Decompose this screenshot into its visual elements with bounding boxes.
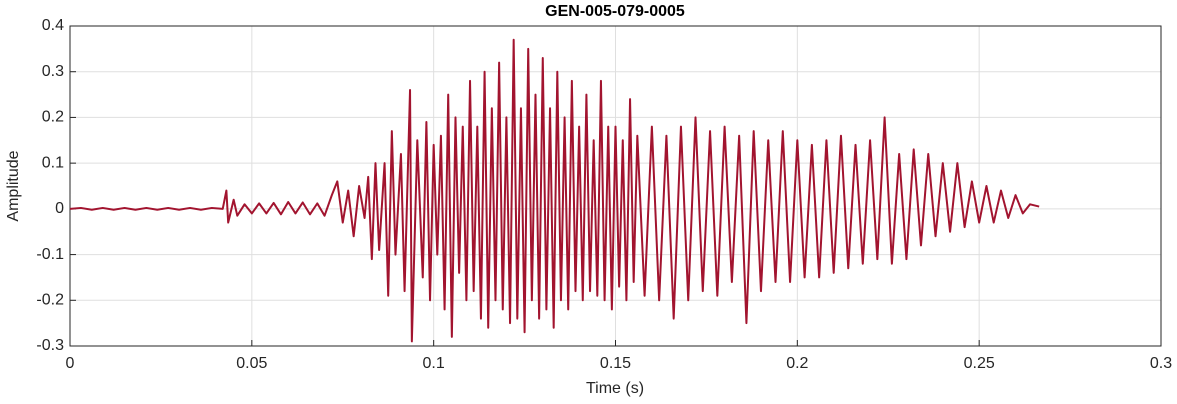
y-axis-label: Amplitude — [5, 150, 22, 221]
chart-title: GEN-005-079-0005 — [545, 3, 685, 20]
x-tick-label: 0 — [66, 355, 75, 372]
x-tick-label: 0.25 — [964, 355, 995, 372]
x-tick-label: 0.3 — [1150, 355, 1172, 372]
series-line — [69, 38, 1040, 343]
x-tick-label: 0.15 — [600, 355, 631, 372]
y-tick-label: 0.2 — [42, 109, 64, 126]
y-tick-label: 0.1 — [42, 154, 64, 171]
y-tick-label: 0.4 — [42, 17, 64, 34]
x-axis-label: Time (s) — [586, 380, 644, 397]
y-tick-label: 0 — [55, 200, 64, 217]
y-tick-label: 0.3 — [42, 63, 64, 80]
y-tick-label: -0.1 — [36, 246, 64, 263]
x-tick-label: 0.2 — [786, 355, 808, 372]
y-tick-label: -0.2 — [36, 292, 64, 309]
x-tick-label: 0.05 — [236, 355, 267, 372]
y-tick-label: -0.3 — [36, 337, 64, 354]
x-tick-label: 0.1 — [423, 355, 445, 372]
plot-frame — [69, 25, 1162, 347]
